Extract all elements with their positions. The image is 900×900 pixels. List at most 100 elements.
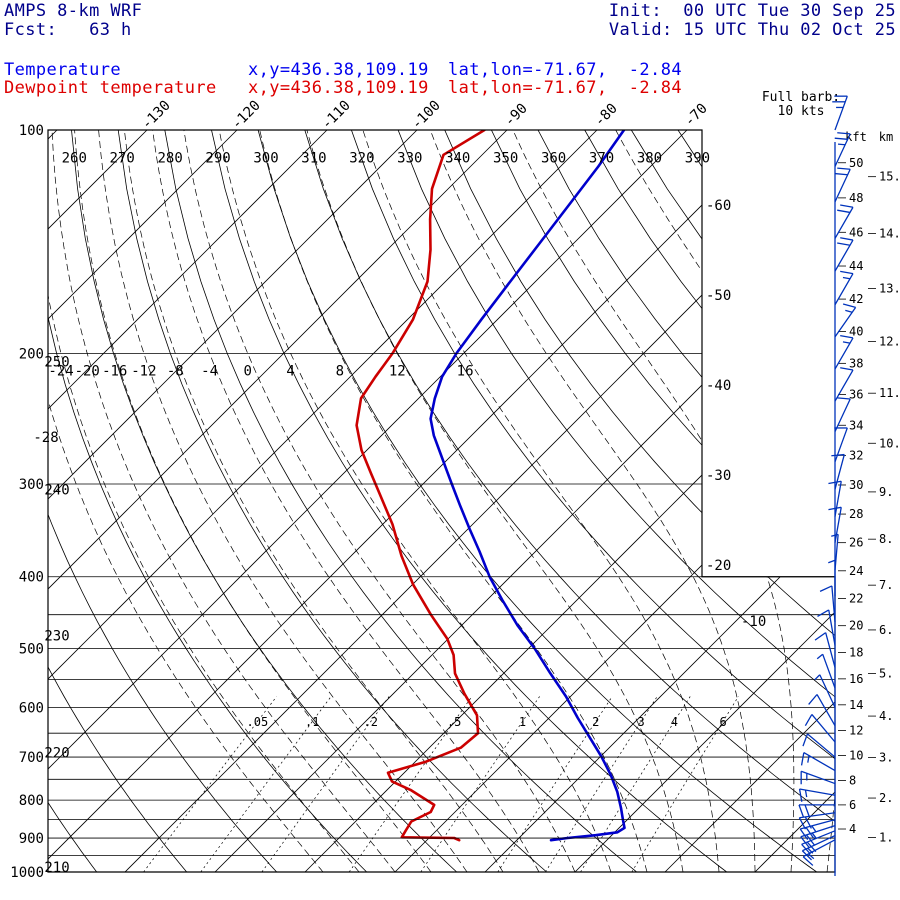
svg-text:-4: -4 [201,363,218,379]
wind-barb [825,632,836,668]
wind-barb [834,454,845,490]
svg-text:360: 360 [541,151,566,167]
svg-text:6: 6 [849,798,856,812]
svg-text:500: 500 [19,642,44,658]
valid-time: Valid: 15 UTC Thu 02 Oct 25 [608,20,896,40]
svg-text:40: 40 [849,325,863,339]
svg-text:210: 210 [44,860,69,876]
svg-text:2: 2 [592,715,599,729]
svg-text:34: 34 [849,418,863,432]
svg-text:-30: -30 [706,468,731,484]
pressure-lines [48,129,835,873]
svg-text:-24: -24 [48,363,73,379]
temperature-trace [429,130,626,842]
svg-text:24: 24 [849,564,863,578]
svg-text:380: 380 [637,151,662,167]
svg-text:240: 240 [44,482,69,498]
svg-text:340: 340 [445,151,470,167]
plot-area [48,130,835,872]
svg-text:270: 270 [110,151,135,167]
svg-text:5.: 5. [879,667,893,681]
svg-text:11.: 11. [879,386,900,400]
temperature-latlon: lat,lon=-71.67, -2.84 [448,60,682,80]
svg-text:900: 900 [19,831,44,847]
svg-text:250: 250 [44,354,69,370]
svg-text:22: 22 [849,591,863,605]
dry-adiabats [48,130,835,872]
barb-legend-line1: Full barb: [762,90,840,105]
svg-text:14.: 14. [879,226,900,240]
svg-text:12.: 12. [879,335,900,349]
wind-barb-column [798,95,857,876]
svg-text:7.: 7. [879,578,893,592]
wind-barb [799,788,836,796]
svg-text:16: 16 [457,363,474,379]
kft-header: kft [845,130,867,144]
init-time: Init: 00 UTC Tue 30 Sep 25 [608,1,896,21]
svg-text:4: 4 [671,715,678,729]
svg-text:28: 28 [849,507,863,521]
svg-text:-20: -20 [75,363,100,379]
svg-text:-8: -8 [167,363,184,379]
svg-text:.1: .1 [305,715,319,729]
svg-text:370: 370 [589,151,614,167]
svg-text:6: 6 [719,715,726,729]
svg-text:.5: .5 [447,715,461,729]
svg-text:-100: -100 [409,98,444,133]
svg-text:8.: 8. [879,532,893,546]
mixing-ratio-lines [143,696,739,872]
svg-text:260: 260 [62,151,87,167]
svg-text:200: 200 [19,346,44,362]
wind-barb [828,609,836,646]
temperature-legend-label: Temperature [4,60,121,80]
svg-text:230: 230 [44,628,69,644]
svg-text:0: 0 [243,363,251,379]
svg-text:26: 26 [849,536,863,550]
model-title: AMPS 8-km WRF [4,1,143,21]
wind-barb [834,427,848,463]
svg-text:-20: -20 [706,558,731,574]
svg-text:300: 300 [19,477,44,493]
svg-text:1.: 1. [879,831,893,845]
wind-barb [807,733,836,758]
svg-text:-50: -50 [706,288,731,304]
svg-text:320: 320 [349,151,374,167]
temperature-xy: x,y=436.38,109.19 [248,60,429,80]
wind-barb [802,839,836,858]
svg-text:390: 390 [685,151,710,167]
svg-text:13.: 13. [879,281,900,295]
isotherms [48,130,835,872]
svg-text:100: 100 [19,123,44,139]
wind-barb [831,585,836,622]
svg-text:300: 300 [253,151,278,167]
svg-text:44: 44 [849,259,863,273]
svg-text:-130: -130 [139,98,174,133]
svg-text:46: 46 [849,225,863,239]
svg-text:-70: -70 [682,101,711,130]
svg-text:30: 30 [849,478,863,492]
svg-text:36: 36 [849,388,863,402]
forecast-hour: Fcst: 63 h [4,20,132,40]
svg-text:-16: -16 [102,363,127,379]
svg-text:.2: .2 [364,715,378,729]
svg-text:-10: -10 [741,614,766,630]
svg-text:50: 50 [849,156,863,170]
svg-text:18: 18 [849,645,863,659]
wind-barb [834,507,842,543]
svg-text:-80: -80 [592,101,621,130]
svg-text:-28: -28 [33,430,58,446]
svg-text:600: 600 [19,700,44,716]
svg-text:9.: 9. [879,485,893,499]
svg-text:6.: 6. [879,623,893,637]
svg-text:12: 12 [389,363,406,379]
wind-barb [816,694,836,726]
svg-text:-110: -110 [319,98,354,133]
svg-text:3: 3 [637,715,644,729]
wind-barb [819,674,836,708]
svg-text:1000: 1000 [10,865,44,881]
svg-text:220: 220 [44,745,69,761]
wind-barb [834,398,851,432]
svg-text:48: 48 [849,191,863,205]
